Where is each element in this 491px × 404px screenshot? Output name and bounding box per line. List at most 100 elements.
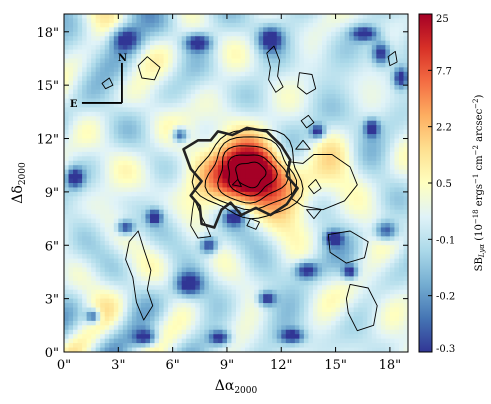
heatmap-cell bbox=[82, 298, 88, 304]
heatmap-cell bbox=[376, 120, 382, 126]
heatmap-cell bbox=[100, 245, 106, 251]
heatmap-cell bbox=[195, 71, 201, 77]
heatmap-cell bbox=[335, 14, 341, 20]
heatmap-cell bbox=[240, 231, 246, 237]
heatmap-cell bbox=[299, 116, 305, 122]
heatmap-cell bbox=[122, 240, 128, 246]
heatmap-cell bbox=[398, 151, 405, 157]
heatmap-cell bbox=[398, 165, 405, 171]
heatmap-cell bbox=[109, 67, 115, 73]
heatmap-cell bbox=[394, 22, 400, 28]
heatmap-cell bbox=[104, 271, 110, 277]
heatmap-cell bbox=[213, 142, 219, 149]
heatmap-cell bbox=[127, 236, 133, 242]
heatmap-cell bbox=[281, 240, 287, 246]
heatmap-cell bbox=[294, 280, 300, 286]
heatmap-cell bbox=[113, 160, 119, 166]
heatmap-cell bbox=[222, 111, 228, 117]
heatmap-cell bbox=[290, 294, 296, 300]
heatmap-cell bbox=[240, 138, 246, 144]
heatmap-cell bbox=[113, 36, 119, 42]
heatmap-cell bbox=[389, 120, 396, 126]
heatmap-cell bbox=[163, 94, 169, 100]
heatmap-cell bbox=[335, 267, 341, 273]
heatmap-cell bbox=[385, 71, 391, 77]
heatmap-cell bbox=[281, 209, 287, 215]
heatmap-cell bbox=[267, 276, 273, 282]
heatmap-cell bbox=[208, 116, 214, 122]
heatmap-cell bbox=[140, 120, 147, 126]
heatmap-cell bbox=[208, 231, 214, 237]
heatmap-cell bbox=[380, 45, 386, 51]
heatmap-cell bbox=[154, 183, 160, 189]
heatmap-cell bbox=[131, 267, 138, 273]
heatmap-cell bbox=[249, 240, 255, 246]
heatmap-cell bbox=[340, 298, 346, 304]
heatmap-cell bbox=[118, 169, 124, 175]
heatmap-cell bbox=[326, 223, 332, 229]
heatmap-cell bbox=[73, 18, 79, 24]
heatmap-cell bbox=[208, 107, 214, 113]
heatmap-cell bbox=[362, 89, 368, 95]
heatmap-cell bbox=[199, 276, 205, 282]
heatmap-cell bbox=[77, 147, 83, 153]
heatmap-cell bbox=[272, 174, 278, 180]
heatmap-cell bbox=[308, 62, 314, 68]
heatmap-cell bbox=[331, 76, 337, 82]
heatmap-cell bbox=[181, 36, 187, 42]
heatmap-cell bbox=[73, 151, 79, 157]
heatmap-cell bbox=[263, 142, 269, 149]
heatmap-cell bbox=[122, 62, 128, 68]
heatmap-cell bbox=[127, 276, 133, 282]
heatmap-cell bbox=[276, 231, 282, 237]
heatmap-cell bbox=[367, 240, 373, 246]
heatmap-cell bbox=[380, 191, 386, 197]
heatmap-cell bbox=[267, 58, 273, 64]
heatmap-cell bbox=[385, 236, 391, 242]
heatmap-cell bbox=[312, 142, 319, 149]
heatmap-cell bbox=[195, 240, 201, 246]
heatmap-cell bbox=[394, 142, 400, 149]
heatmap-cell bbox=[344, 280, 350, 286]
heatmap-cell bbox=[389, 80, 396, 86]
heatmap-cell bbox=[290, 116, 296, 122]
heatmap-cell bbox=[331, 169, 337, 175]
heatmap-cell bbox=[82, 102, 88, 108]
heatmap-cell bbox=[91, 160, 97, 166]
heatmap-cell bbox=[294, 271, 300, 277]
heatmap-cell bbox=[308, 254, 314, 260]
heatmap-cell bbox=[199, 245, 205, 251]
heatmap-cell bbox=[208, 40, 214, 46]
heatmap-cell bbox=[95, 303, 101, 309]
heatmap-cell bbox=[272, 289, 278, 295]
heatmap-cell bbox=[82, 303, 88, 309]
heatmap-cell bbox=[245, 267, 251, 273]
heatmap-cell bbox=[245, 231, 251, 237]
heatmap-cell bbox=[344, 147, 350, 153]
heatmap-cell bbox=[349, 45, 355, 51]
heatmap-cell bbox=[353, 271, 359, 277]
heatmap-cell bbox=[204, 76, 210, 82]
heatmap-cell bbox=[403, 142, 408, 149]
heatmap-cell bbox=[258, 271, 264, 277]
heatmap-cell bbox=[367, 258, 373, 264]
heatmap-cell bbox=[226, 98, 233, 104]
heatmap-cell bbox=[231, 76, 237, 82]
heatmap-cell bbox=[140, 14, 147, 20]
heatmap-cell bbox=[145, 40, 151, 46]
heatmap-cell bbox=[276, 191, 282, 197]
heatmap-cell bbox=[272, 280, 278, 286]
heatmap-cell bbox=[95, 138, 101, 144]
heatmap-cell bbox=[389, 169, 396, 175]
heatmap-cell bbox=[68, 27, 74, 33]
heatmap-cell bbox=[258, 276, 264, 282]
heatmap-cell bbox=[122, 223, 128, 229]
heatmap-cell bbox=[136, 36, 142, 42]
heatmap-cell bbox=[349, 245, 355, 251]
heatmap-cell bbox=[398, 174, 405, 180]
heatmap-cell bbox=[276, 209, 282, 215]
heatmap-cell bbox=[217, 102, 224, 108]
heatmap-cell bbox=[177, 40, 183, 46]
heatmap-cell bbox=[394, 76, 400, 82]
heatmap-cell bbox=[389, 67, 396, 73]
